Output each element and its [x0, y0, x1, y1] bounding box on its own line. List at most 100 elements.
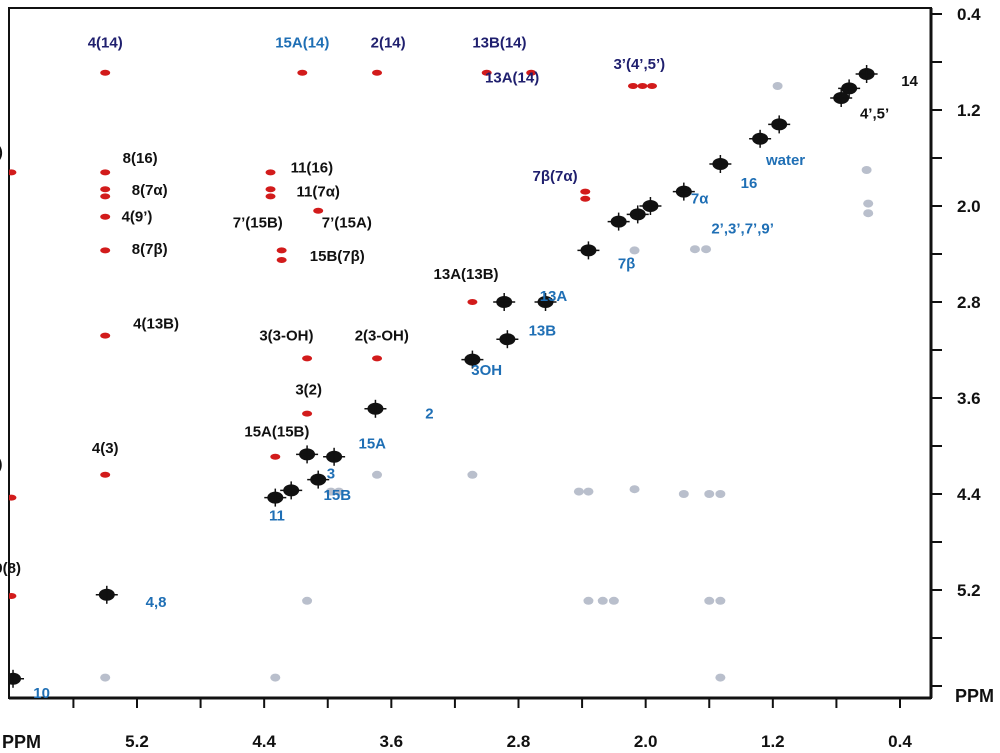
peak-label: 7β(7α) — [533, 168, 578, 185]
cross-peak — [100, 332, 111, 339]
cross-peaks — [9, 69, 658, 599]
peak-label: 4(13B) — [133, 315, 179, 332]
artifact-peak — [704, 490, 715, 498]
x-tick-label: 0.4 — [888, 732, 912, 751]
cross-peak — [100, 69, 111, 76]
artifact-peak — [772, 82, 783, 90]
peak-label: 7α — [691, 191, 709, 208]
diagonal-peak — [280, 481, 303, 500]
artifact-peak — [573, 487, 584, 496]
peak-label: 10(11) — [0, 456, 2, 473]
y-tick-label: 3.6 — [957, 389, 981, 408]
diagonal-peak — [607, 212, 630, 231]
plot-frame — [8, 7, 933, 700]
peak-label: 4(9’) — [122, 209, 153, 226]
cross-peak — [302, 355, 313, 362]
peak-label: 13A(13B) — [434, 266, 499, 283]
cross-peak — [9, 593, 17, 599]
diagonal-peak — [838, 79, 861, 98]
peak-label: 16 — [741, 175, 758, 192]
y-tick-label: 4.4 — [957, 485, 981, 504]
diagonal-peak — [264, 488, 287, 507]
peak-label: 8(16) — [123, 150, 158, 167]
diagonal-peak — [9, 669, 25, 688]
peak-label: 11(7α) — [297, 183, 340, 200]
cross-peak — [100, 471, 111, 478]
diagonal-peak — [639, 197, 662, 215]
artifact-peak — [861, 166, 872, 174]
cross-peak — [100, 186, 111, 193]
peak-label: 8(7α) — [132, 182, 168, 199]
peak-label: 13B(14) — [472, 35, 526, 52]
diagonal-peak — [768, 115, 791, 134]
cross-peak — [302, 410, 313, 417]
diagonal-peak — [364, 399, 387, 418]
artifact-peak — [372, 470, 383, 479]
artifact-peak — [715, 490, 726, 498]
artifact-peak — [333, 487, 344, 496]
cross-peak — [270, 453, 281, 460]
peak-label: 15A(14) — [275, 35, 329, 52]
x-axis-ticks: 5.2 4.4 3.6 2.8 2.0 1.2 0.4 — [72, 698, 912, 751]
cross-peak — [627, 83, 638, 89]
x-tick-label: 4.4 — [252, 732, 276, 751]
diagonal-peak — [577, 241, 600, 260]
peak-label: 4(14) — [88, 35, 123, 52]
cross-peak — [637, 83, 648, 89]
cross-peak — [100, 169, 111, 176]
artifact-peak — [863, 209, 874, 218]
artifact-peak — [325, 487, 336, 496]
peak-label: 2’,3’,7’,9’ — [711, 221, 774, 238]
diagonal-peak — [323, 447, 346, 466]
artifact-peak — [715, 596, 726, 605]
artifact-peak — [701, 245, 712, 254]
cross-peak — [526, 69, 537, 76]
peak-label: 13A — [540, 288, 568, 305]
diagonal-peak — [534, 293, 557, 311]
peak-label: 13A(14) — [485, 69, 539, 86]
y-axis-label: PPM — [955, 686, 994, 706]
cross-peak — [580, 188, 591, 195]
diagonal-peak — [461, 350, 484, 369]
cross-peak — [647, 83, 658, 89]
peak-label: 3(3-OH) — [259, 327, 313, 344]
cross-peak — [9, 494, 17, 501]
peak-label: 13B — [529, 323, 557, 340]
cross-peak — [467, 299, 478, 305]
cross-peak — [580, 195, 591, 202]
peak-label: 15A — [358, 435, 386, 452]
x-tick-label: 2.8 — [507, 732, 531, 751]
peak-label: 11(16) — [291, 159, 334, 176]
peak-label: 10(8) — [0, 560, 21, 577]
x-tick-label: 1.2 — [761, 732, 785, 751]
diagonal-peak — [749, 129, 772, 148]
artifact-peak — [302, 596, 313, 605]
cross-peak — [276, 257, 287, 263]
artifact-peak — [597, 596, 608, 605]
artifact-peak — [715, 673, 726, 682]
peak-label: 10 — [33, 685, 50, 702]
diagonal-peak — [830, 89, 853, 107]
diagonal-peak — [496, 330, 519, 349]
peak-label: 14 — [901, 73, 918, 90]
artifact-peak — [583, 487, 594, 496]
artifact-peak — [583, 596, 594, 605]
cross-peak — [265, 169, 276, 176]
peak-label: 3’(4’,5’) — [613, 56, 665, 73]
artifact-peak — [608, 596, 619, 605]
artifact-peak — [629, 246, 640, 255]
cross-peak — [265, 193, 276, 200]
x-tick-label: 5.2 — [125, 732, 149, 751]
diagonal-peak — [493, 293, 516, 311]
cross-peak — [297, 69, 308, 76]
peak-label: 3(2) — [295, 381, 322, 398]
artifact-peak — [629, 485, 640, 494]
cross-peak — [481, 69, 492, 76]
y-axis-ticks: 0.4 1.2 2.0 2.8 3.6 4.4 5.2 — [931, 5, 981, 687]
peak-label: 15A(15B) — [244, 423, 309, 440]
y-tick-label: 2.8 — [957, 293, 981, 312]
cross-peak — [276, 247, 287, 254]
artifact-peaks — [100, 82, 874, 682]
peak-label: 7’(15B) — [233, 215, 283, 232]
artifact-peak — [270, 673, 281, 682]
